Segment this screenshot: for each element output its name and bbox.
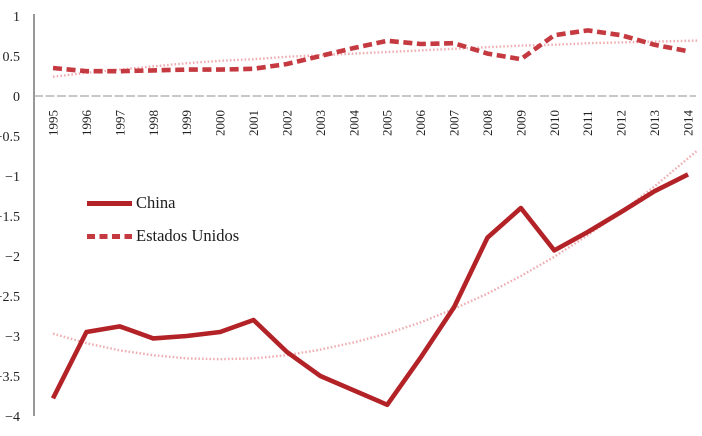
y-axis-tick-label: 1: [13, 10, 20, 25]
x-axis-tick-label: 2003: [313, 110, 328, 136]
x-axis-tick-label: 2005: [380, 110, 395, 136]
x-axis-tick-label: 2001: [246, 110, 261, 136]
x-axis-tick-label: 2012: [614, 110, 629, 136]
y-axis-tick-label: −0.5: [0, 130, 20, 145]
x-axis-tick-label: 2002: [279, 110, 294, 136]
x-axis-tick-label: 2011: [580, 110, 595, 136]
legend-label-estados-unidos: Estados Unidos: [136, 226, 240, 245]
x-axis-tick-label: 1996: [79, 110, 94, 137]
x-axis-tick-label: 2010: [547, 110, 562, 136]
x-axis-tick-label: 2013: [647, 110, 662, 136]
y-axis-tick-label: −2.5: [0, 290, 20, 305]
x-axis-tick-label: 2008: [480, 110, 495, 136]
x-axis-tick-label: 2009: [513, 110, 528, 136]
y-axis-tick-label: −1: [5, 170, 20, 185]
estados-unidos-line: [52, 28, 689, 74]
y-axis-tick-label: −4: [5, 410, 20, 425]
estados-unidos-trendline: [52, 39, 699, 78]
x-axis-tick-label: 1995: [46, 110, 61, 136]
x-axis-tick-label: 1998: [146, 110, 161, 136]
x-axis-tick-label: 2014: [680, 110, 695, 137]
x-axis-tick-label: 2007: [447, 110, 462, 137]
china-trendline: [52, 149, 699, 361]
y-axis-tick-label: 0: [13, 90, 20, 105]
x-axis-tick-label: 2004: [346, 110, 361, 137]
y-axis-tick-label: −3: [5, 330, 20, 345]
y-axis-tick-label: −1.5: [0, 210, 20, 225]
legend-item-china: China: [87, 193, 239, 213]
y-axis-tick-label: −2: [5, 250, 20, 265]
y-axis-tick-label: 0.5: [3, 50, 21, 65]
china-line: [50, 172, 690, 408]
x-axis-tick-label: 1997: [112, 110, 127, 137]
estados-unidos-dashed-line-swatch: [87, 233, 132, 239]
x-axis-tick-label: 1999: [179, 110, 194, 136]
china-solid-line-swatch: [87, 200, 132, 206]
y-axis-tick-label: −3.5: [0, 370, 20, 385]
legend-label-china: China: [136, 193, 176, 212]
x-axis-tick-label: 2006: [413, 110, 428, 137]
legend-item-estados-unidos: Estados Unidos: [87, 226, 239, 246]
legend: China Estados Unidos: [87, 193, 239, 246]
x-axis-tick-label: 2000: [213, 110, 228, 136]
